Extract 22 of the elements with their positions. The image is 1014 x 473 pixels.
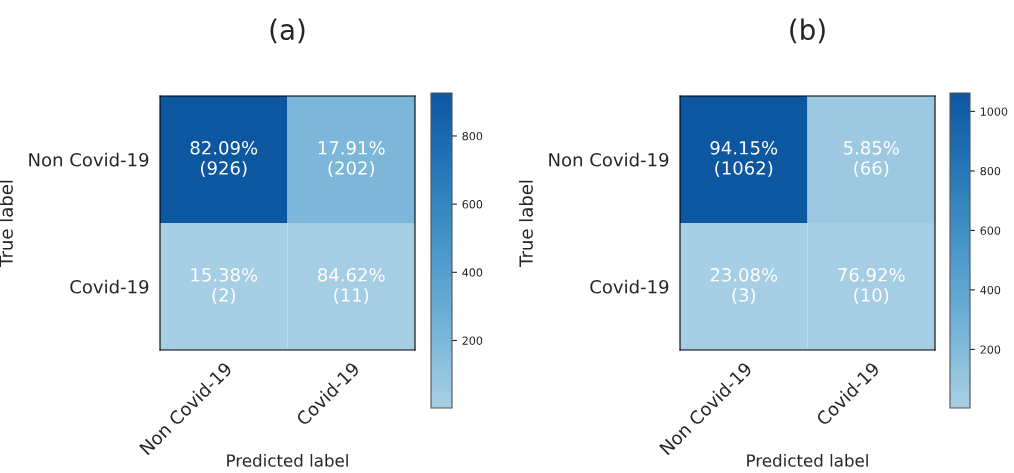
data-label: 17.91% (202) <box>318 140 385 177</box>
data-label: 15.38% (2) <box>191 267 258 304</box>
chart-title: (b) <box>790 18 825 44</box>
x-axis-title: Predicted label <box>227 453 348 467</box>
data-label: 76.92% (10) <box>838 267 905 304</box>
color-bar-label: 600 <box>980 226 1001 235</box>
color-bar-label: 400 <box>980 285 1001 295</box>
color-bar-label: 200 <box>980 345 1001 354</box>
data-label: 5.85% (66) <box>843 140 899 177</box>
color-bar-label: 600 <box>462 200 483 209</box>
color-bar-label: 400 <box>462 268 483 277</box>
color-bar-label: 1000 <box>980 107 1008 116</box>
y-axis-title: True label <box>518 180 533 267</box>
data-label: 82.09% (926) <box>190 140 258 177</box>
color-bar-label: 800 <box>462 131 483 141</box>
data-label: 23.08% (3) <box>710 267 778 304</box>
data-label: 84.62% (11) <box>318 267 385 304</box>
data-label: 94.15% (1062) <box>710 140 778 177</box>
chart-title: (a) <box>270 18 305 44</box>
x-axis-title: Predicted label <box>747 453 868 467</box>
color-bar-label: 800 <box>980 166 1001 176</box>
color-bar-label: 200 <box>462 336 483 345</box>
